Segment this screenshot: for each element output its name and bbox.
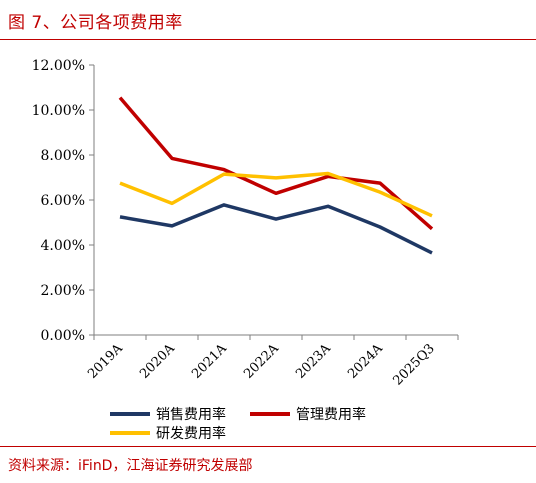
y-tick-label: 6.00%: [41, 193, 85, 209]
chart-series-lines: [118, 96, 434, 255]
legend-label: 管理费用率: [296, 406, 366, 423]
x-tick-label: 2025Q3: [390, 341, 437, 388]
y-tick-label: 4.00%: [41, 238, 85, 254]
y-tick-label: 12.00%: [32, 58, 85, 74]
legend-label: 研发费用率: [156, 425, 226, 442]
y-tick-label: 10.00%: [32, 103, 85, 119]
figure-title: 图 7、公司各项费用率: [8, 13, 183, 33]
x-tick-label: 2024A: [345, 341, 386, 382]
legend-label: 销售费用率: [156, 406, 226, 423]
x-tick-label: 2019A: [85, 341, 126, 382]
x-tick-label: 2021A: [189, 341, 230, 382]
x-tick-label: 2022A: [241, 341, 282, 382]
title-divider: [0, 39, 536, 40]
footer-divider: [0, 446, 536, 447]
x-tick-label: 2020A: [137, 341, 178, 382]
series-line: [118, 96, 434, 231]
y-tick-label: 8.00%: [41, 148, 85, 164]
series-line: [119, 203, 433, 255]
chart-axes: 0.00% 2.00% 4.00% 6.00% 8.00% 10.00% 12.00% 201…: [32, 58, 459, 389]
y-tick-label: 2.00%: [41, 283, 85, 299]
series-line: [119, 171, 433, 218]
source-note: 资料来源：iFinD，江海证券研究发展部: [8, 458, 253, 474]
y-tick-label: 0.00%: [41, 328, 85, 344]
x-tick-label: 2023A: [293, 341, 334, 382]
